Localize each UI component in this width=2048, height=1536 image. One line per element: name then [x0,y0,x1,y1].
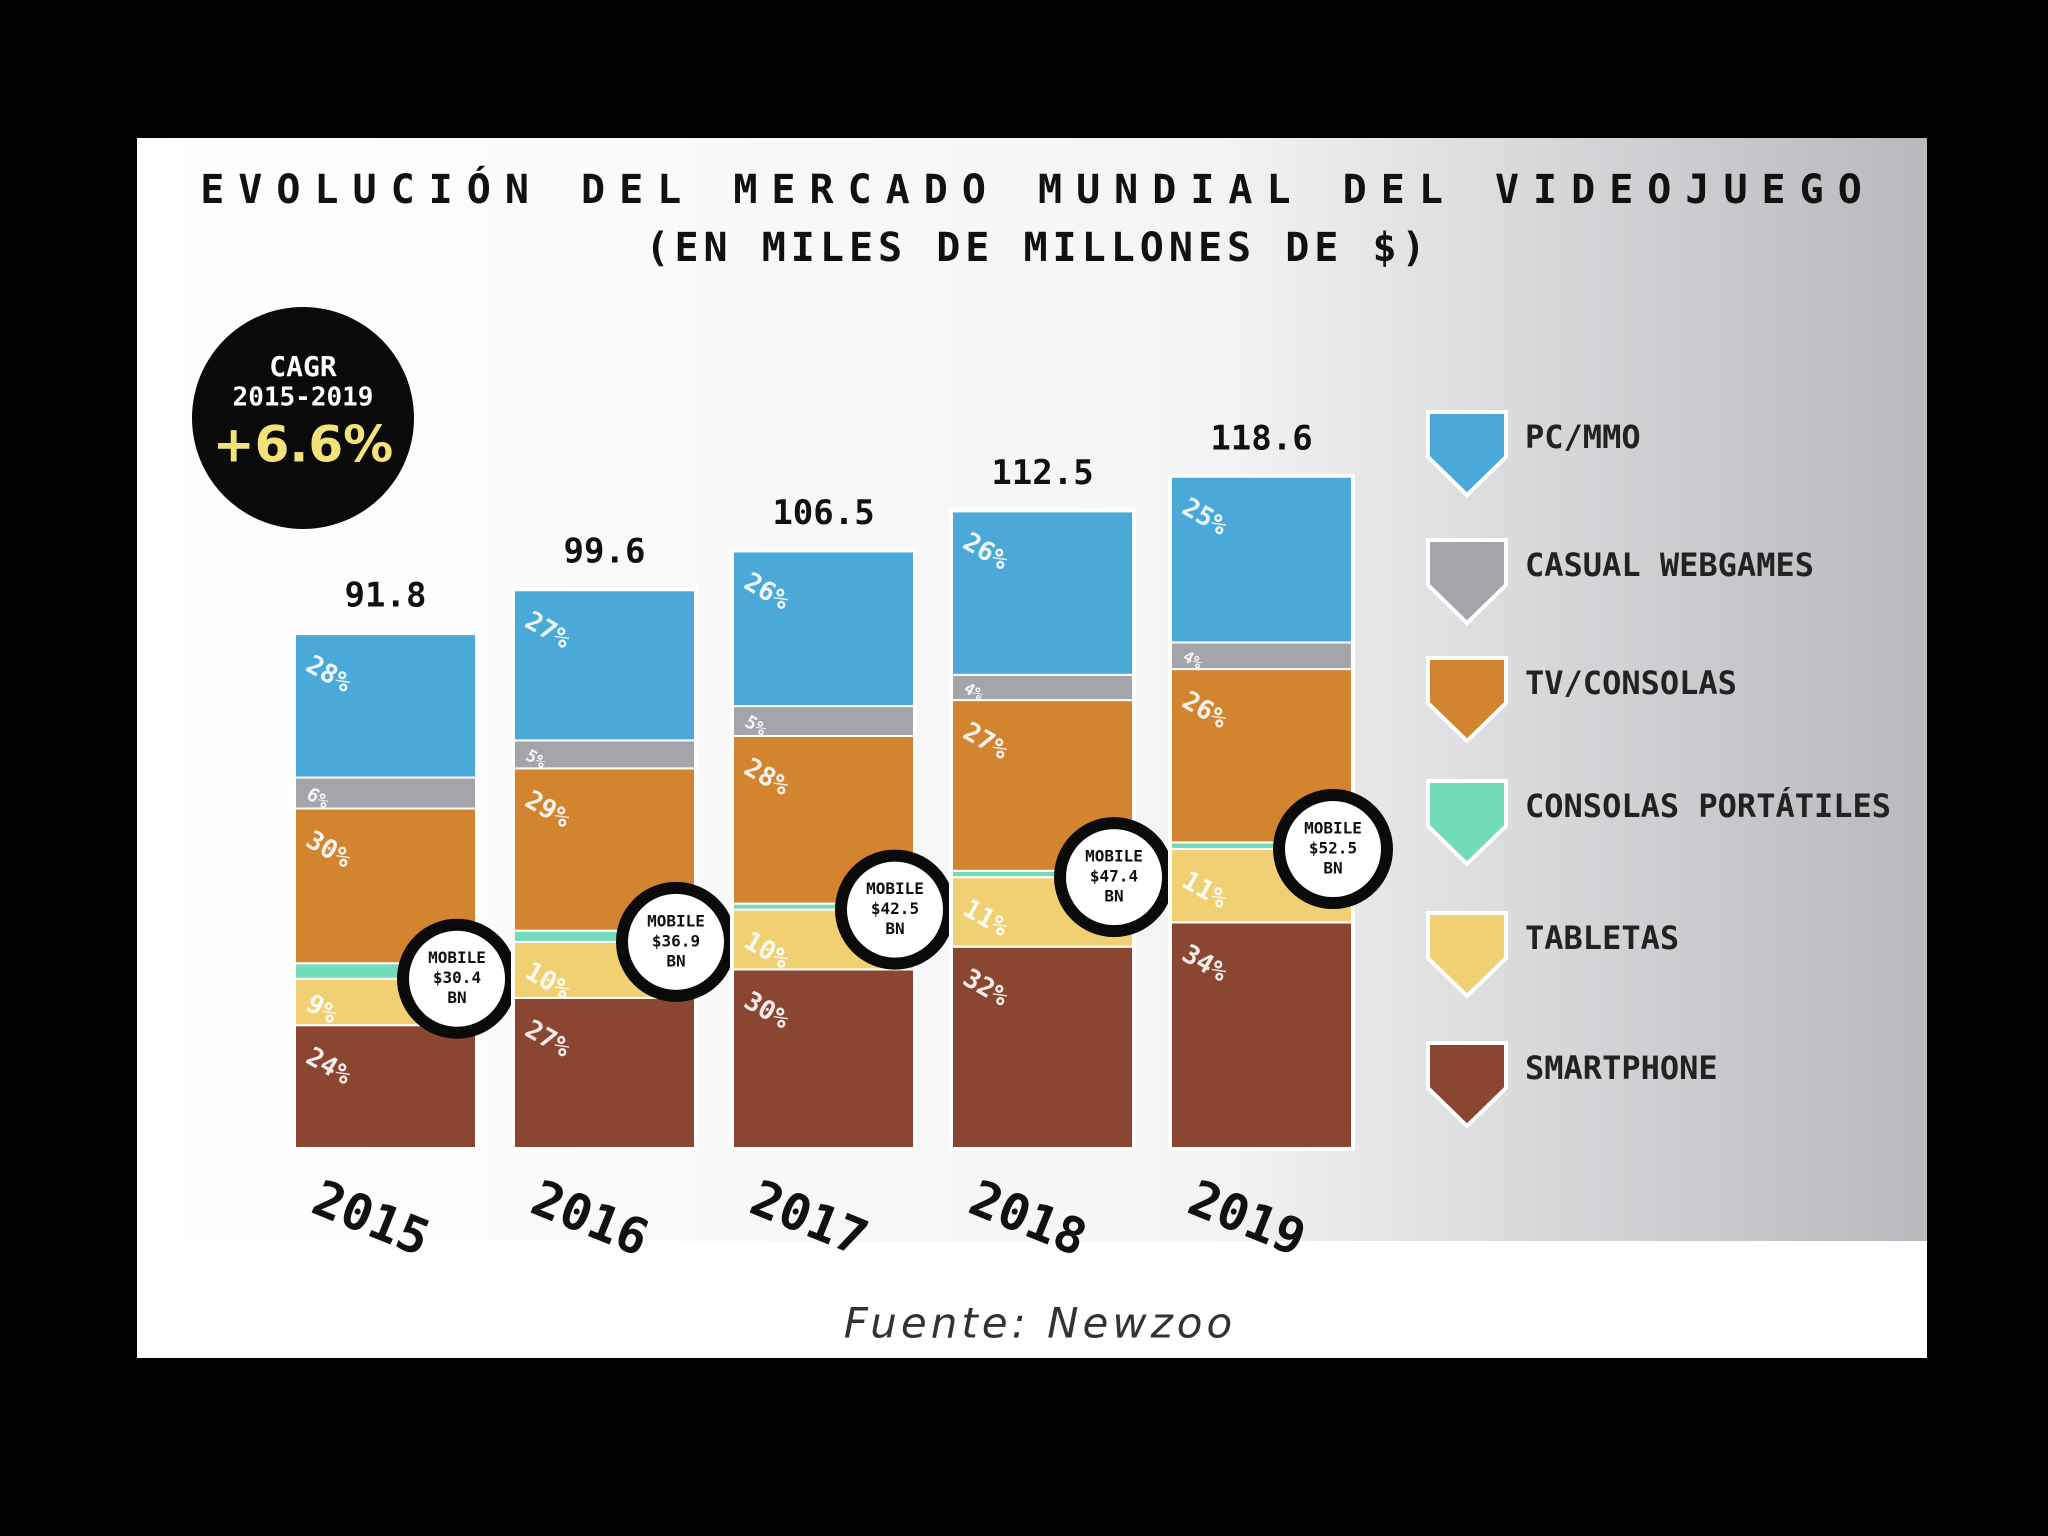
total-label: 118.6 [1210,418,1312,458]
mobile-unit: BN [447,988,466,1007]
total-label: 106.5 [772,493,874,533]
bar-segment [950,945,1135,1150]
bar-segment [731,549,916,708]
chart-subtitle: (EN MILES DE MILLONES DE $) [645,225,1430,271]
footer-panel [137,1241,1927,1358]
bar-segment [1169,921,1354,1151]
bar-outline [730,548,917,1151]
mobile-label: MOBILE [1085,847,1143,866]
bar-outline [511,587,698,1151]
bar-segment [293,776,478,810]
mobile-value: $47.4 [1090,867,1138,886]
bar-segment [731,968,916,1150]
bar-outline [292,631,479,1151]
mobile-value: $30.4 [433,968,481,987]
mobile-label: MOBILE [1304,819,1362,838]
legend-label: SMARTPHONE [1525,1049,1718,1087]
legend-swatch [1426,538,1508,626]
legend-swatch [1426,1041,1508,1129]
mobile-label: MOBILE [647,911,705,930]
mobile-unit: BN [1323,859,1342,878]
mobile-value: $36.9 [652,931,700,950]
mobile-label: MOBILE [428,948,486,967]
bar-segment [512,588,697,742]
bar-segment [950,509,1135,676]
bar-segment [293,1024,478,1151]
cagr-value: +6.6% [213,416,394,474]
legend-label: TV/CONSOLAS [1525,664,1737,702]
legend-swatch [1426,410,1508,498]
total-label: 91.8 [345,576,427,616]
legend-swatch [1426,656,1508,744]
legend-label: TABLETAS [1525,919,1680,957]
cagr-badge [192,307,414,529]
legend-swatch [1426,779,1508,867]
legend-swatch [1426,911,1508,999]
legend-label: CONSOLAS PORTÁTILES [1525,787,1892,825]
mobile-value: $52.5 [1309,839,1357,858]
mobile-label: MOBILE [866,879,924,898]
cagr-period: 2015-2019 [233,383,374,413]
total-label: 112.5 [991,453,1093,493]
mobile-unit: BN [885,919,904,938]
bar-segment [1169,474,1354,644]
chart-title: EVOLUCIÓN DEL MERCADO MUNDIAL DEL VIDEOJ… [200,165,1876,213]
bar-segment [512,996,697,1150]
source: Fuente: Newzoo [844,1299,1236,1348]
cagr-label: CAGR [269,350,337,383]
total-label: 99.6 [564,532,646,572]
mobile-value: $42.5 [871,899,919,918]
mobile-badge [1273,789,1393,910]
legend-label: CASUAL WEBGAMES [1525,546,1814,584]
mobile-unit: BN [1104,887,1123,906]
legend-label: PC/MMO [1525,418,1641,456]
mobile-unit: BN [666,951,685,970]
